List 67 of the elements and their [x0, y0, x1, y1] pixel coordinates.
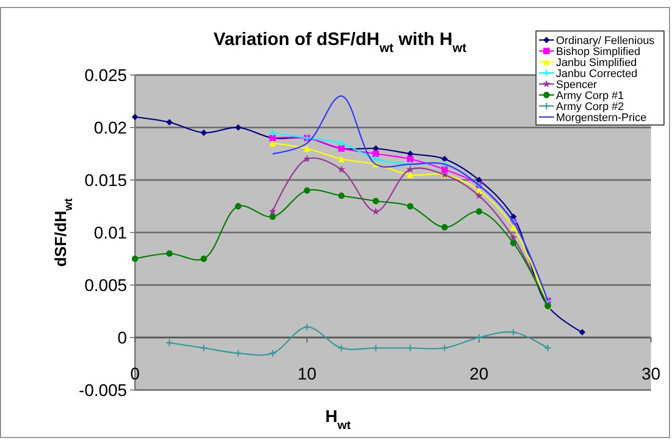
point	[338, 192, 345, 199]
point	[200, 344, 208, 352]
point	[338, 344, 346, 352]
point	[372, 145, 379, 152]
point	[338, 139, 346, 148]
legend-label: Janbu Corrected	[556, 68, 638, 80]
legend-label: Morgenstern-Price	[556, 112, 646, 124]
point	[338, 156, 345, 162]
point	[510, 234, 518, 241]
y-tick-label: 0.005	[84, 276, 127, 295]
point	[441, 166, 448, 173]
chart-title: Variation of dSF/dH$_{wt}$ with H$_{wt}$	[213, 29, 468, 55]
point	[406, 344, 414, 352]
point	[200, 256, 207, 262]
x-tick-label: 30	[642, 364, 660, 384]
point	[510, 214, 517, 220]
point	[476, 176, 482, 184]
y-tick-label: 0.02	[94, 118, 127, 138]
point	[269, 140, 276, 146]
point	[440, 344, 448, 352]
point	[304, 187, 310, 194]
point	[132, 114, 138, 120]
point	[372, 344, 380, 352]
y-tick-label: 0	[118, 328, 127, 348]
point	[338, 166, 346, 173]
legend-label: Army Corp #1	[556, 90, 624, 102]
point	[268, 349, 276, 358]
point	[441, 224, 448, 230]
point	[234, 349, 242, 358]
x-tick-label: 10	[298, 364, 316, 384]
point	[268, 208, 276, 215]
x-tick-label: 0	[130, 364, 140, 384]
point	[407, 156, 414, 162]
point	[407, 203, 414, 210]
point	[510, 240, 517, 246]
point	[269, 214, 276, 220]
point	[441, 156, 448, 162]
legend-label: Army Corp #2	[556, 100, 624, 113]
point	[303, 323, 311, 331]
y-tick-label: -0.005	[78, 380, 127, 400]
point	[579, 329, 586, 336]
point	[372, 155, 380, 163]
point	[200, 130, 207, 136]
point	[510, 224, 517, 230]
point	[235, 203, 242, 210]
point	[166, 250, 173, 257]
point	[303, 155, 311, 162]
point	[440, 160, 448, 168]
point	[132, 256, 138, 262]
x-axis-title: H$_{wt}$	[325, 407, 351, 432]
point	[372, 198, 379, 204]
legend-label: Ordinary/ Fellenious	[556, 34, 655, 47]
y-tick-label: 0.01	[94, 223, 127, 242]
point	[510, 328, 518, 336]
x-tick-label: 20	[470, 364, 488, 384]
y-tick-label: 0.025	[84, 66, 127, 85]
point	[475, 334, 483, 342]
point	[476, 208, 482, 215]
point	[407, 172, 414, 178]
point	[166, 119, 173, 126]
point	[372, 150, 379, 157]
point	[235, 124, 242, 131]
legend-label: Bishop Simplified	[556, 46, 640, 58]
legend-label: Spencer	[556, 78, 598, 91]
y-tick-label: 0.015	[84, 170, 127, 190]
point	[475, 192, 483, 199]
legend-label: Janbu Simplified	[556, 56, 637, 69]
